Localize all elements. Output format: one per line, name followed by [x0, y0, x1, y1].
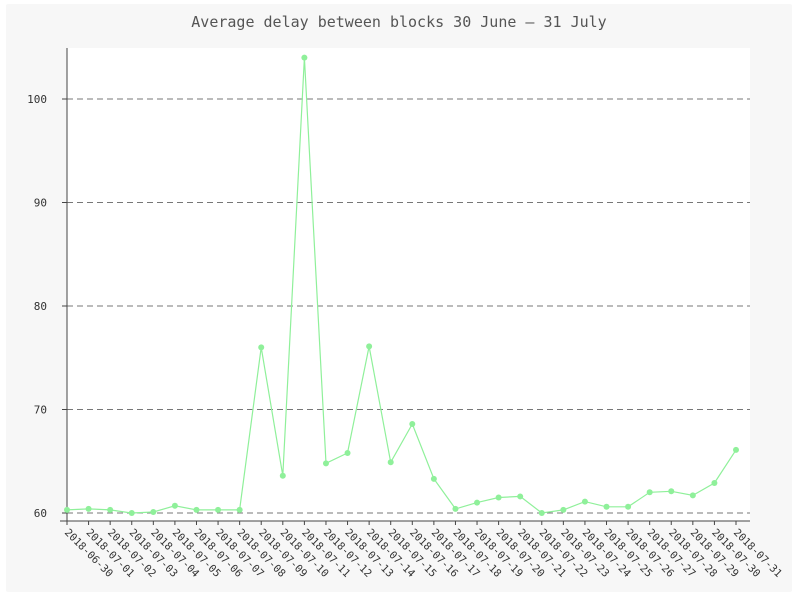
data-point — [430, 475, 437, 482]
data-point — [128, 510, 135, 516]
data-point — [322, 460, 329, 467]
data-point — [495, 494, 502, 501]
data-point — [366, 343, 373, 350]
data-point — [387, 459, 394, 466]
data-point — [150, 508, 157, 515]
plot-area — [67, 48, 750, 521]
data-point — [236, 506, 243, 513]
data-point — [64, 506, 70, 513]
data-point — [733, 446, 739, 453]
data-point — [689, 492, 696, 499]
data-point — [107, 506, 114, 513]
data-point — [171, 502, 178, 509]
data-point — [258, 344, 265, 351]
y-tick-label: 90 — [34, 197, 47, 210]
data-point — [279, 472, 286, 479]
data-point — [85, 505, 92, 512]
y-tick-label: 60 — [34, 507, 47, 520]
gridlines — [67, 98, 750, 514]
y-tick-label: 80 — [34, 300, 47, 313]
data-point — [452, 505, 459, 512]
data-point — [668, 488, 675, 495]
y-tick-label: 100 — [27, 93, 47, 106]
y-axis: 60 70 80 90 100 — [27, 48, 68, 521]
data-point — [517, 493, 524, 500]
data-point — [538, 510, 545, 516]
data-point — [711, 479, 718, 486]
x-axis: 2018-06-302018-07-012018-07-022018-07-03… — [60, 520, 784, 580]
data-point — [474, 499, 481, 506]
data-point — [646, 489, 653, 496]
data-point — [581, 498, 588, 505]
data-point — [560, 506, 567, 513]
data-point — [625, 503, 632, 510]
data-point — [301, 54, 308, 61]
data-point — [215, 506, 222, 513]
data-point — [344, 449, 351, 456]
series-line — [66, 57, 737, 514]
data-point — [193, 506, 200, 513]
series-group — [64, 54, 739, 516]
chart-title: Average delay between blocks 30 June – 3… — [191, 13, 607, 31]
data-point — [603, 503, 610, 510]
data-point — [409, 420, 416, 427]
y-tick-label: 70 — [34, 404, 47, 417]
